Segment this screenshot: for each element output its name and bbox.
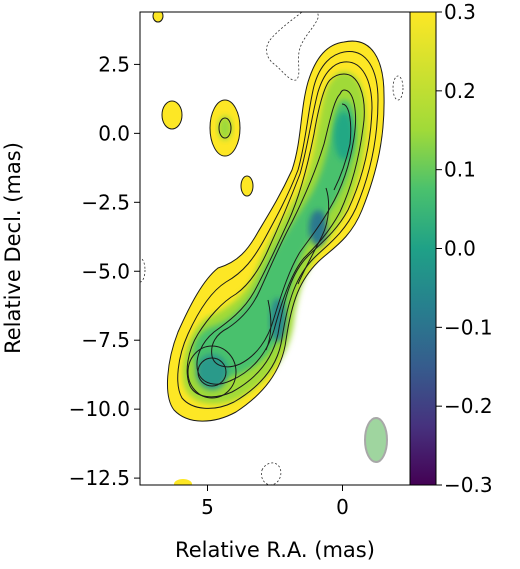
negative-contours [140, 12, 404, 485]
emission-blob-north-inner [218, 116, 232, 140]
emission-blob-small [241, 176, 253, 196]
emission-blob-top [153, 12, 163, 22]
y-axis: 2.5 0.0 −2.5 −5.0 −7.5 −10.0 −12.5 [69, 52, 140, 490]
contour-lines [152, 12, 385, 422]
emission-blob-bottom [174, 479, 192, 485]
colorbar-tick-label: −0.2 [444, 394, 493, 418]
colorbar-axis: 0.3 0.2 0.1 0.0 −0.1 −0.2 −0.3 [436, 0, 493, 497]
x-axis-label: Relative R.A. (mas) [175, 538, 375, 562]
y-tick-label: 2.5 [98, 52, 130, 76]
emission-blob-west [162, 101, 182, 129]
emission-south-knot [196, 354, 228, 390]
x-tick-label: 0 [336, 495, 349, 519]
emission-inner-knot [309, 210, 327, 246]
y-tick-label: −12.5 [69, 466, 130, 490]
beam-ellipse [364, 417, 388, 463]
y-axis-label: Relative Decl. (mas) [1, 142, 25, 354]
y-tick-label: −10.0 [69, 397, 130, 421]
colorbar-tick-label: 0.3 [444, 0, 476, 24]
y-tick-label: −7.5 [81, 328, 130, 352]
colorbar-tick-label: −0.1 [444, 315, 493, 339]
y-tick-label: −5.0 [81, 259, 130, 283]
y-tick-label: −2.5 [81, 190, 130, 214]
colorbar-tick-label: 0.2 [444, 79, 476, 103]
emission-map [140, 12, 404, 485]
colorbar-tick-label: 0.0 [444, 237, 476, 261]
colorbar [409, 11, 437, 486]
colorbar-tick-label: −0.3 [444, 473, 493, 497]
colorbar-tick-label: 0.1 [444, 158, 476, 182]
y-tick-label: 0.0 [98, 121, 130, 145]
x-tick-label: 5 [201, 495, 214, 519]
